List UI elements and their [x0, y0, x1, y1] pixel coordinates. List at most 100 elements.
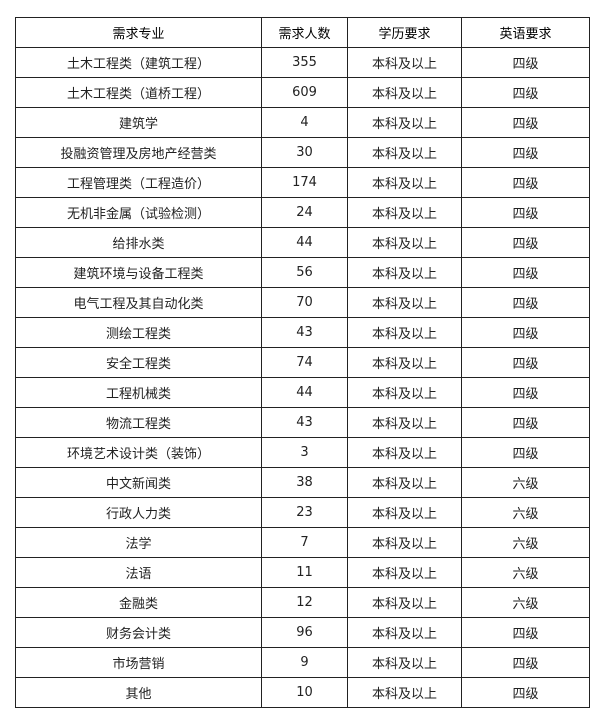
major-cell: 财务会计类 [15, 617, 262, 648]
table-row: 给排水类 44 本科及以上 四级 [15, 227, 590, 258]
education-cell: 本科及以上 [347, 527, 462, 558]
education-cell: 本科及以上 [347, 227, 462, 258]
count-cell: 355 [261, 47, 348, 78]
major-cell: 无机非金属（试验检测） [15, 197, 262, 228]
table-row: 工程管理类（工程造价） 174 本科及以上 四级 [15, 167, 590, 198]
major-cell: 土木工程类（建筑工程） [15, 47, 262, 78]
education-cell: 本科及以上 [347, 257, 462, 288]
education-cell: 本科及以上 [347, 377, 462, 408]
table-row: 工程机械类 44 本科及以上 四级 [15, 377, 590, 408]
english-cell: 四级 [461, 377, 590, 408]
education-cell: 本科及以上 [347, 677, 462, 708]
table-row: 无机非金属（试验检测） 24 本科及以上 四级 [15, 197, 590, 228]
english-cell: 四级 [461, 347, 590, 378]
major-cell: 测绘工程类 [15, 317, 262, 348]
table-row: 投融资管理及房地产经营类 30 本科及以上 四级 [15, 137, 590, 168]
header-row: 需求专业 需求人数 学历要求 英语要求 [15, 17, 590, 48]
major-cell: 投融资管理及房地产经营类 [15, 137, 262, 168]
header-english: 英语要求 [461, 17, 590, 48]
count-cell: 12 [261, 587, 348, 618]
english-cell: 四级 [461, 137, 590, 168]
major-cell: 物流工程类 [15, 407, 262, 438]
english-cell: 六级 [461, 557, 590, 588]
education-cell: 本科及以上 [347, 407, 462, 438]
english-cell: 四级 [461, 197, 590, 228]
count-cell: 38 [261, 467, 348, 498]
english-cell: 四级 [461, 257, 590, 288]
table-row: 电气工程及其自动化类 70 本科及以上 四级 [15, 287, 590, 318]
count-cell: 23 [261, 497, 348, 528]
english-cell: 六级 [461, 527, 590, 558]
table-row: 行政人力类 23 本科及以上 六级 [15, 497, 590, 528]
english-cell: 六级 [461, 497, 590, 528]
count-cell: 9 [261, 647, 348, 678]
major-cell: 其他 [15, 677, 262, 708]
table-row: 环境艺术设计类（装饰） 3 本科及以上 四级 [15, 437, 590, 468]
english-cell: 四级 [461, 437, 590, 468]
count-cell: 7 [261, 527, 348, 558]
english-cell: 四级 [461, 107, 590, 138]
table-row: 土木工程类（建筑工程） 355 本科及以上 四级 [15, 47, 590, 78]
english-cell: 四级 [461, 47, 590, 78]
count-cell: 4 [261, 107, 348, 138]
english-cell: 四级 [461, 407, 590, 438]
major-cell: 建筑环境与设备工程类 [15, 257, 262, 288]
table-row: 物流工程类 43 本科及以上 四级 [15, 407, 590, 438]
major-cell: 给排水类 [15, 227, 262, 258]
english-cell: 四级 [461, 647, 590, 678]
table-row: 安全工程类 74 本科及以上 四级 [15, 347, 590, 378]
major-cell: 中文新闻类 [15, 467, 262, 498]
recruitment-table: 需求专业 需求人数 学历要求 英语要求 土木工程类（建筑工程） 355 本科及以上四… [15, 17, 590, 708]
count-cell: 44 [261, 377, 348, 408]
major-cell: 工程管理类（工程造价） [15, 167, 262, 198]
table-row: 其他 10 本科及以上 四级 [15, 677, 590, 708]
major-cell: 法语 [15, 557, 262, 588]
education-cell: 本科及以上 [347, 317, 462, 348]
education-cell: 本科及以上 [347, 557, 462, 588]
count-cell: 609 [261, 77, 348, 108]
header-education: 学历要求 [347, 17, 462, 48]
table-row: 金融类 12 本科及以上 六级 [15, 587, 590, 618]
education-cell: 本科及以上 [347, 107, 462, 138]
count-cell: 10 [261, 677, 348, 708]
english-cell: 四级 [461, 617, 590, 648]
major-cell: 行政人力类 [15, 497, 262, 528]
count-cell: 44 [261, 227, 348, 258]
table-row: 土木工程类（道桥工程） 609 本科及以上 四级 [15, 77, 590, 108]
count-cell: 70 [261, 287, 348, 318]
count-cell: 56 [261, 257, 348, 288]
major-cell: 法学 [15, 527, 262, 558]
education-cell: 本科及以上 [347, 287, 462, 318]
major-cell: 安全工程类 [15, 347, 262, 378]
count-cell: 43 [261, 317, 348, 348]
table-row: 中文新闻类 38 本科及以上 六级 [15, 467, 590, 498]
major-cell: 电气工程及其自动化类 [15, 287, 262, 318]
english-cell: 四级 [461, 77, 590, 108]
english-cell: 四级 [461, 167, 590, 198]
major-cell: 金融类 [15, 587, 262, 618]
table-row: 法学 7 本科及以上 六级 [15, 527, 590, 558]
table-row: 测绘工程类 43 本科及以上 四级 [15, 317, 590, 348]
header-major: 需求专业 [15, 17, 262, 48]
english-cell: 四级 [461, 227, 590, 258]
count-cell: 3 [261, 437, 348, 468]
english-cell: 四级 [461, 317, 590, 348]
table-row: 建筑环境与设备工程类 56 本科及以上 四级 [15, 257, 590, 288]
education-cell: 本科及以上 [347, 437, 462, 468]
table-row: 法语 11 本科及以上 六级 [15, 557, 590, 588]
education-cell: 本科及以上 [347, 467, 462, 498]
count-cell: 43 [261, 407, 348, 438]
count-cell: 96 [261, 617, 348, 648]
education-cell: 本科及以上 [347, 167, 462, 198]
education-cell: 本科及以上 [347, 617, 462, 648]
education-cell: 本科及以上 [347, 587, 462, 618]
education-cell: 本科及以上 [347, 77, 462, 108]
major-cell: 环境艺术设计类（装饰） [15, 437, 262, 468]
table-row: 财务会计类 96 本科及以上 四级 [15, 617, 590, 648]
education-cell: 本科及以上 [347, 47, 462, 78]
english-cell: 四级 [461, 677, 590, 708]
count-cell: 74 [261, 347, 348, 378]
education-cell: 本科及以上 [347, 347, 462, 378]
education-cell: 本科及以上 [347, 197, 462, 228]
english-cell: 六级 [461, 467, 590, 498]
